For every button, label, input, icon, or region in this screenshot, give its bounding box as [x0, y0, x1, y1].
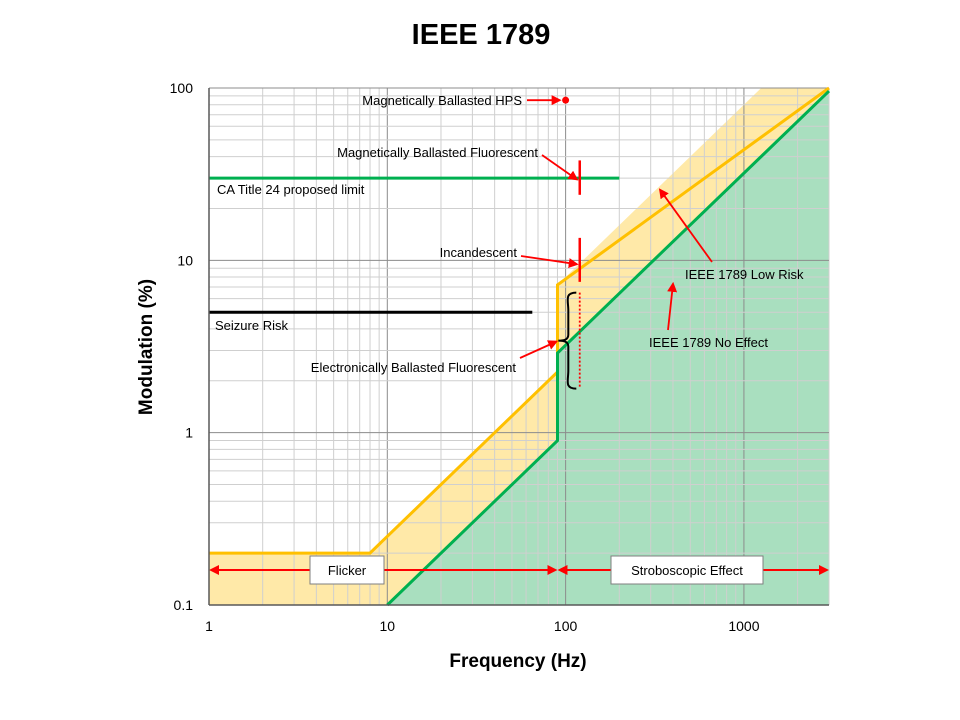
y-tick-label: 0.1	[174, 597, 194, 613]
seizure-risk-label: Seizure Risk	[215, 318, 288, 333]
stroboscopic-label: Stroboscopic Effect	[631, 563, 743, 578]
no-effect-label: IEEE 1789 No Effect	[649, 335, 768, 350]
plot-annotations: Magnetically Ballasted HPS Magnetically B…	[209, 93, 829, 585]
stroboscopic-box	[610, 555, 764, 585]
electronic-fluorescent-label: Electronically Ballasted Fluorescent	[311, 360, 517, 375]
electronic-fluorescent-arrow	[519, 340, 559, 359]
incandescent-label: Incandescent	[440, 245, 518, 260]
low-risk-arrow	[658, 188, 713, 263]
plot-grid	[208, 87, 830, 606]
mag-fluorescent-label: Magnetically Ballasted Fluorescent	[337, 145, 538, 160]
title24-limit-label: CA Title 24 proposed limit	[217, 182, 365, 197]
x-tick-label: 1	[205, 618, 213, 634]
no-effect-band	[387, 88, 829, 605]
hps-label: Magnetically Ballasted HPS	[362, 93, 522, 108]
no-effect-line	[386, 90, 831, 607]
x-tick-label: 100	[554, 618, 578, 634]
incandescent-arrow	[520, 255, 579, 268]
flicker-label: Flicker	[328, 563, 367, 578]
x-tick-label: 10	[380, 618, 396, 634]
plot-axes: 1 10 100 1000 0.1 1 10 100	[170, 80, 829, 634]
plot-lines	[209, 86, 831, 607]
low-risk-label: IEEE 1789 Low Risk	[685, 267, 804, 282]
hps-point	[562, 96, 570, 104]
plot-fills	[209, 88, 829, 605]
x-tick-label: 1000	[728, 618, 759, 634]
x-axis-title: Frequency (Hz)	[449, 651, 586, 672]
y-tick-label: 100	[170, 80, 194, 96]
flicker-box	[309, 555, 385, 585]
y-axis-title: Modulation (%)	[136, 279, 157, 415]
no-effect-arrow	[667, 281, 678, 331]
chart-title: IEEE 1789	[412, 19, 551, 51]
electronic-fluorescent-brace	[558, 291, 577, 390]
y-tick-label: 10	[177, 252, 193, 268]
mag-fluorescent-arrow	[541, 154, 579, 181]
y-tick-label: 1	[185, 425, 193, 441]
